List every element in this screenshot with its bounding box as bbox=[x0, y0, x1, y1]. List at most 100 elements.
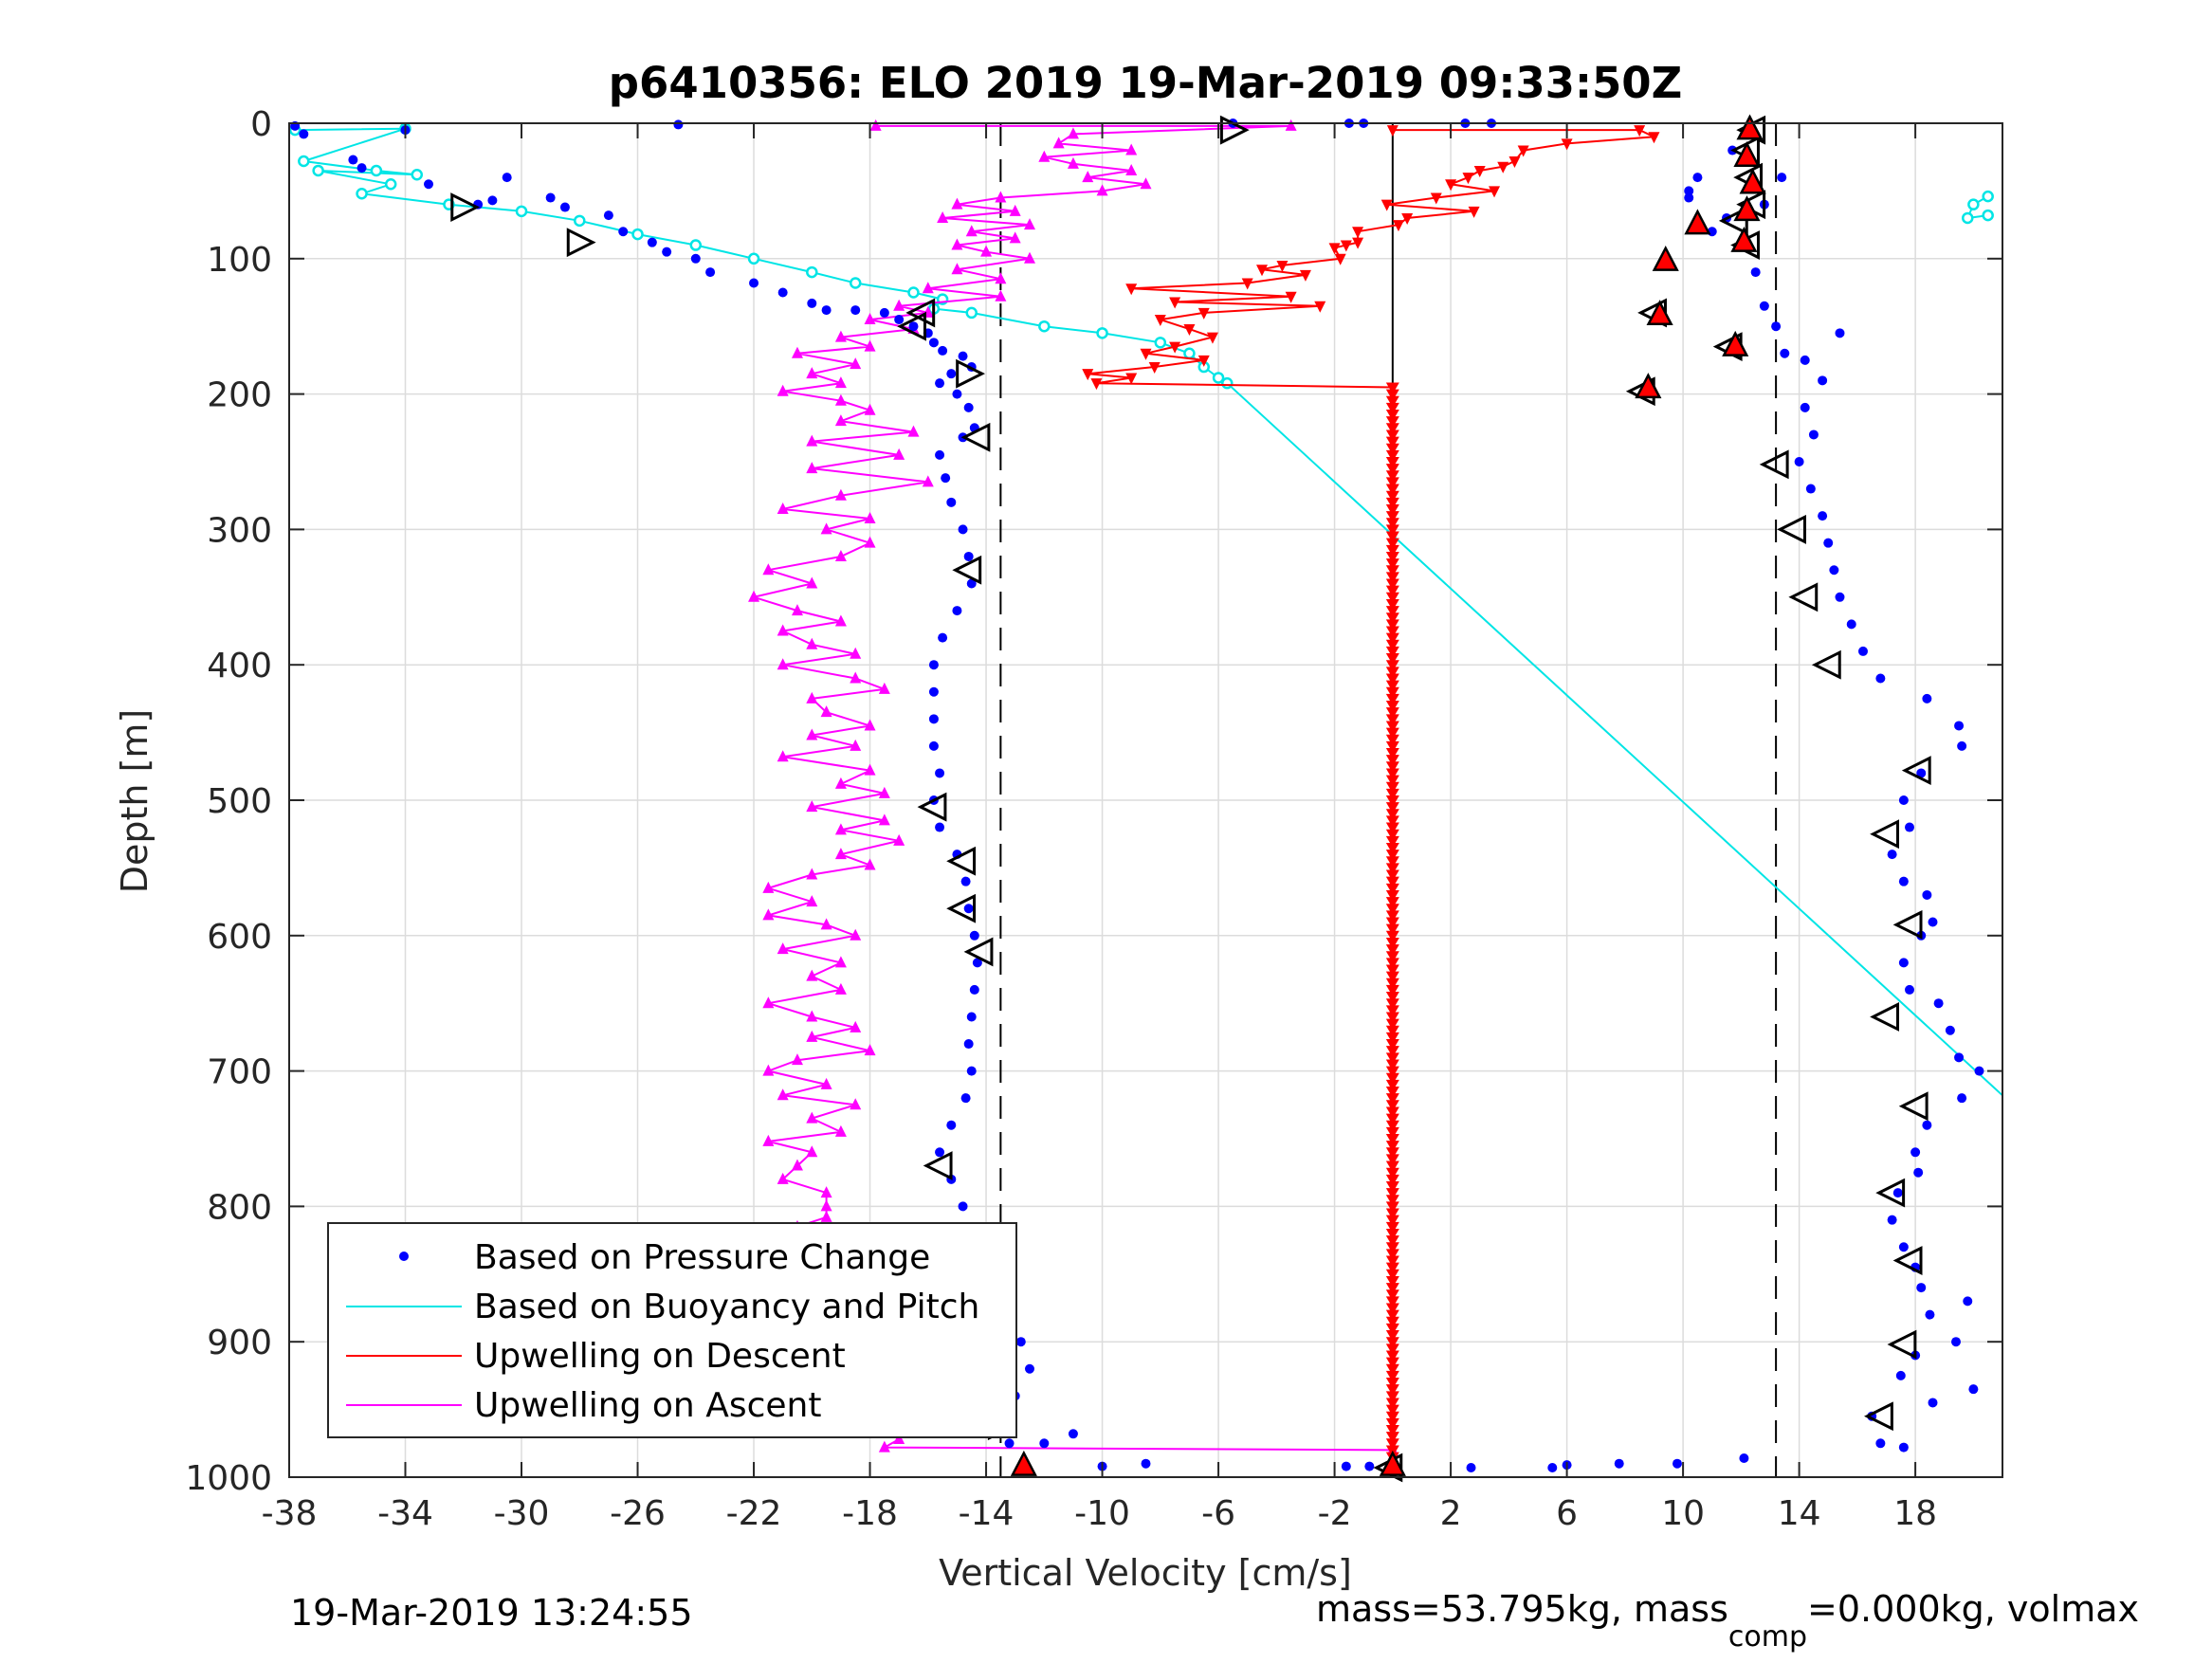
descent-zero-point bbox=[1385, 889, 1399, 902]
descent-zero-point bbox=[1385, 1438, 1399, 1451]
x-tick-label: -10 bbox=[1074, 1494, 1130, 1533]
ascent-point bbox=[893, 833, 905, 846]
y-axis-label: Depth [m] bbox=[114, 709, 155, 894]
legend: Based on Pressure Change Based on Buoyan… bbox=[327, 1222, 1017, 1438]
descent-zero-point bbox=[1385, 850, 1399, 862]
ascent-point bbox=[806, 462, 818, 474]
ascent-point bbox=[762, 996, 775, 1009]
descent-point bbox=[1517, 145, 1529, 157]
descent-point bbox=[1508, 155, 1521, 168]
descent-zero-point bbox=[1385, 1432, 1399, 1444]
descent-zero-point bbox=[1385, 1059, 1399, 1071]
descent-zero-point bbox=[1385, 1141, 1399, 1153]
pressure-point bbox=[1904, 822, 1914, 832]
descent-zero-point bbox=[1385, 897, 1399, 909]
pressure-point bbox=[1777, 173, 1787, 183]
ascent-point bbox=[965, 225, 978, 237]
descent-zero-point bbox=[1385, 1174, 1399, 1186]
ascent-point bbox=[834, 823, 847, 835]
descent-zero-point bbox=[1385, 1398, 1399, 1410]
buoyancy-point bbox=[689, 239, 703, 251]
ascent-point bbox=[777, 1172, 789, 1184]
ascent-point bbox=[791, 1159, 803, 1171]
ascent-point bbox=[864, 763, 876, 776]
pressure-point bbox=[1950, 1337, 1961, 1347]
x-tick-label: -30 bbox=[494, 1494, 550, 1533]
ascent-point bbox=[1038, 150, 1051, 162]
pressure-point bbox=[1857, 646, 1868, 656]
ascent-point bbox=[806, 1030, 818, 1042]
pressure-point bbox=[647, 237, 657, 247]
pressure-point bbox=[424, 179, 434, 190]
pressure-point bbox=[1887, 850, 1897, 860]
y-tick-label: 200 bbox=[207, 376, 272, 415]
pressure-point bbox=[1835, 592, 1845, 602]
descent-zero-point bbox=[1385, 565, 1399, 577]
pressure-point bbox=[1898, 1442, 1909, 1453]
descent-zero-point bbox=[1385, 619, 1399, 631]
pressure-point bbox=[958, 351, 968, 361]
y-tick-label: 1000 bbox=[185, 1459, 272, 1498]
ascent-point bbox=[834, 614, 847, 627]
descent-zero-point bbox=[1385, 477, 1399, 489]
axis-ticks: -38 -34 -30 -26 -22 -18 -14 -10 -6 -2 2 6 10 14 180100… bbox=[185, 105, 2002, 1533]
pressure-point bbox=[935, 822, 945, 832]
descent-zero-point bbox=[1385, 606, 1399, 618]
descent-point bbox=[1169, 297, 1181, 309]
descent-zero-point bbox=[1385, 1079, 1399, 1091]
ascent-point bbox=[762, 908, 775, 921]
ascent-point bbox=[1023, 218, 1035, 230]
open-triangle-left-marker bbox=[1777, 514, 1806, 544]
pressure-point bbox=[963, 402, 974, 412]
ascent-point bbox=[748, 590, 760, 602]
pressure-point bbox=[928, 338, 939, 348]
ascent-point bbox=[834, 376, 847, 389]
legend-label-buoyancy: Based on Buoyancy and Pitch bbox=[474, 1288, 979, 1326]
descent-point bbox=[1380, 199, 1393, 211]
descent-point bbox=[1473, 165, 1486, 177]
ascent-point bbox=[762, 881, 775, 893]
pressure-point bbox=[1780, 348, 1790, 358]
ascent-point bbox=[878, 1440, 890, 1453]
pressure-point bbox=[1004, 1438, 1015, 1449]
descent-zero-point bbox=[1385, 1235, 1399, 1248]
legend-label-pressure: Based on Pressure Change bbox=[474, 1238, 930, 1277]
descent-zero-point bbox=[1385, 721, 1399, 733]
x-tick-label: -22 bbox=[726, 1494, 782, 1533]
open-triangle-left-marker bbox=[923, 1151, 953, 1180]
legend-label-ascent: Upwelling on Ascent bbox=[474, 1386, 821, 1425]
pressure-point bbox=[1957, 1093, 1967, 1104]
red-up-triangle-marker bbox=[1010, 1450, 1037, 1476]
pressure-point bbox=[1466, 1463, 1476, 1473]
open-triangle-left-marker bbox=[1788, 582, 1819, 612]
descent-zero-point bbox=[1385, 984, 1399, 996]
ascent-point bbox=[806, 969, 818, 981]
buoyancy-point bbox=[298, 155, 310, 168]
ascent-point bbox=[864, 339, 876, 352]
red-up-triangle-marker bbox=[1730, 226, 1758, 252]
pressure-point bbox=[963, 904, 974, 914]
pressure-point bbox=[1823, 538, 1834, 548]
open-triangle-left-marker bbox=[960, 422, 991, 452]
descent-zero-point bbox=[1385, 1113, 1399, 1125]
descent-point bbox=[1256, 265, 1269, 277]
descent-zero-point bbox=[1385, 1411, 1399, 1423]
descent-point bbox=[1392, 220, 1404, 232]
y-tick-label: 100 bbox=[207, 241, 272, 280]
ascent-point bbox=[893, 1433, 905, 1445]
descent-zero-point bbox=[1385, 653, 1399, 666]
descent-zero-point bbox=[1385, 443, 1399, 455]
ascent-point bbox=[806, 728, 818, 740]
descent-zero-point bbox=[1385, 734, 1399, 746]
buoyancy-point bbox=[907, 286, 920, 299]
red-up-triangle-marker bbox=[1733, 140, 1761, 167]
pressure-point bbox=[749, 278, 759, 288]
x-tick-label: 10 bbox=[1661, 1494, 1705, 1533]
pressure-point bbox=[487, 195, 498, 206]
descent-zero-point bbox=[1385, 1370, 1399, 1382]
ascent-point bbox=[820, 705, 832, 718]
legend-swatch-pressure bbox=[399, 1252, 409, 1261]
y-tick-label: 0 bbox=[250, 105, 272, 144]
descent-point bbox=[1169, 341, 1181, 354]
descent-zero-point bbox=[1385, 389, 1399, 401]
